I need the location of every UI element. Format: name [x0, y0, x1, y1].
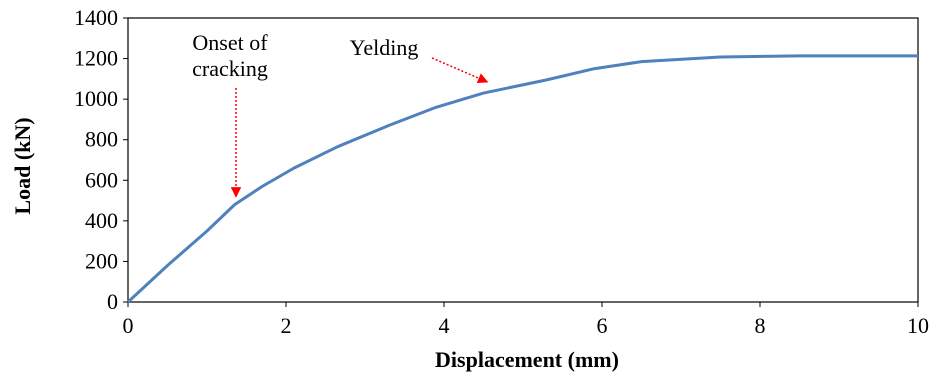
y-axis-title: Load (kN) [10, 117, 35, 214]
x-tick-labels: 0 2 4 6 8 10 [123, 302, 929, 338]
annotation-onset-of-cracking: Onset of [192, 30, 268, 55]
y-tick-label: 1400 [74, 5, 118, 30]
axes [127, 17, 919, 303]
y-tick-label: 200 [85, 248, 118, 273]
plot-frame [127, 17, 919, 303]
y-tick-label: 1200 [74, 46, 118, 71]
annotation-onset-of-cracking: cracking [192, 56, 268, 81]
y-tick-label: 600 [85, 167, 118, 192]
y-tick-label: 0 [107, 289, 118, 314]
annotation-yelding: Yelding [350, 35, 419, 60]
x-tick-label: 0 [123, 313, 134, 338]
series-line [126, 54, 918, 304]
x-axis-title: Displacement (mm) [435, 347, 619, 372]
annotation-arrow-yelding [431, 57, 489, 84]
x-tick-label: 8 [755, 313, 766, 338]
x-tick-label: 4 [439, 313, 450, 338]
y-tick-labels: 0 200 400 600 800 1000 1200 1400 [74, 5, 128, 314]
y-tick-label: 800 [85, 127, 118, 152]
y-tick-label: 1000 [74, 86, 118, 111]
x-tick-label: 2 [281, 313, 292, 338]
y-tick-label: 400 [85, 208, 118, 233]
series-layer [126, 54, 918, 304]
x-tick-label: 6 [597, 313, 608, 338]
x-tick-label: 10 [907, 313, 929, 338]
